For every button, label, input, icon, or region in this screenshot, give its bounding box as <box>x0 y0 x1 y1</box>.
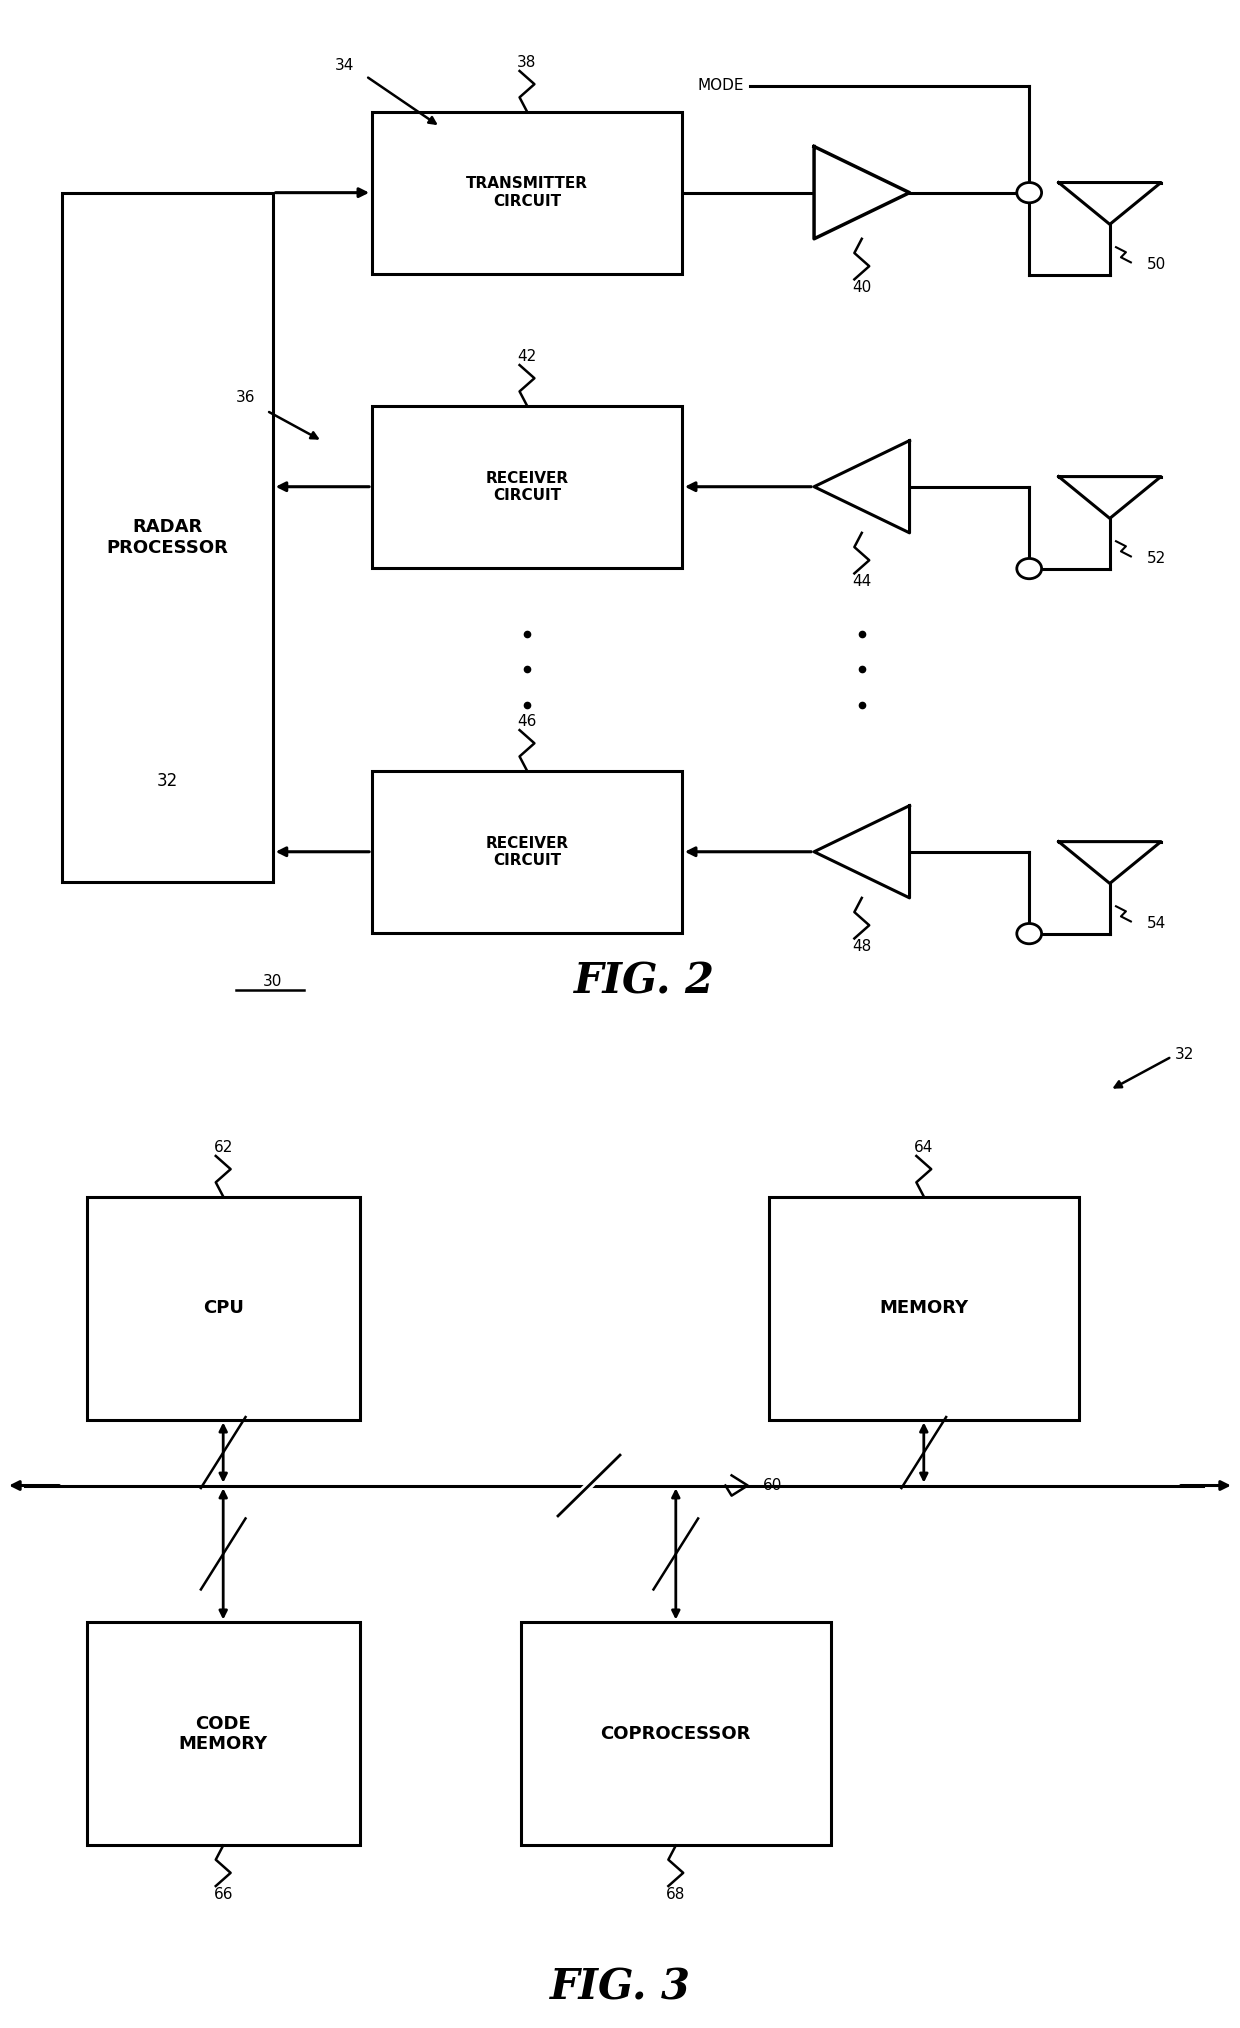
Text: 38: 38 <box>517 55 537 71</box>
Text: MODE: MODE <box>697 79 744 93</box>
Text: 66: 66 <box>213 1886 233 1902</box>
Text: 32: 32 <box>156 773 179 789</box>
Text: 54: 54 <box>1147 917 1167 931</box>
Circle shape <box>1017 183 1042 203</box>
FancyBboxPatch shape <box>87 1197 360 1420</box>
Polygon shape <box>1059 183 1161 225</box>
FancyBboxPatch shape <box>87 1622 360 1845</box>
Text: 52: 52 <box>1147 552 1167 566</box>
Text: 36: 36 <box>236 389 255 406</box>
Text: RADAR
PROCESSOR: RADAR PROCESSOR <box>107 517 228 558</box>
Text: FIG. 2: FIG. 2 <box>574 961 715 1002</box>
Text: 44: 44 <box>852 574 872 588</box>
Text: CODE
MEMORY: CODE MEMORY <box>179 1714 268 1754</box>
Text: 46: 46 <box>517 714 537 730</box>
Polygon shape <box>1059 842 1161 884</box>
Text: TRANSMITTER
CIRCUIT: TRANSMITTER CIRCUIT <box>466 176 588 209</box>
Text: 68: 68 <box>666 1886 686 1902</box>
Text: 42: 42 <box>517 349 537 365</box>
Text: 60: 60 <box>763 1478 782 1493</box>
FancyBboxPatch shape <box>769 1197 1079 1420</box>
FancyBboxPatch shape <box>372 406 682 568</box>
Text: 40: 40 <box>852 280 872 294</box>
Text: 64: 64 <box>914 1140 934 1156</box>
FancyBboxPatch shape <box>372 112 682 274</box>
Text: 62: 62 <box>213 1140 233 1156</box>
Text: 50: 50 <box>1147 258 1167 272</box>
Circle shape <box>1017 923 1042 943</box>
FancyBboxPatch shape <box>521 1622 831 1845</box>
Polygon shape <box>813 440 909 533</box>
Text: 48: 48 <box>852 939 872 953</box>
FancyBboxPatch shape <box>62 193 273 882</box>
FancyBboxPatch shape <box>372 771 682 933</box>
Text: CPU: CPU <box>203 1300 243 1316</box>
Polygon shape <box>813 805 909 898</box>
Text: 30: 30 <box>263 973 283 990</box>
Polygon shape <box>1059 477 1161 519</box>
Text: FIG. 3: FIG. 3 <box>549 1967 691 2008</box>
Text: MEMORY: MEMORY <box>879 1300 968 1316</box>
Text: COPROCESSOR: COPROCESSOR <box>600 1726 751 1742</box>
Text: 32: 32 <box>1174 1046 1194 1063</box>
Text: RECEIVER
CIRCUIT: RECEIVER CIRCUIT <box>485 470 569 503</box>
Text: RECEIVER
CIRCUIT: RECEIVER CIRCUIT <box>485 836 569 868</box>
Circle shape <box>1017 558 1042 578</box>
Text: 34: 34 <box>335 59 355 73</box>
Polygon shape <box>813 146 909 239</box>
